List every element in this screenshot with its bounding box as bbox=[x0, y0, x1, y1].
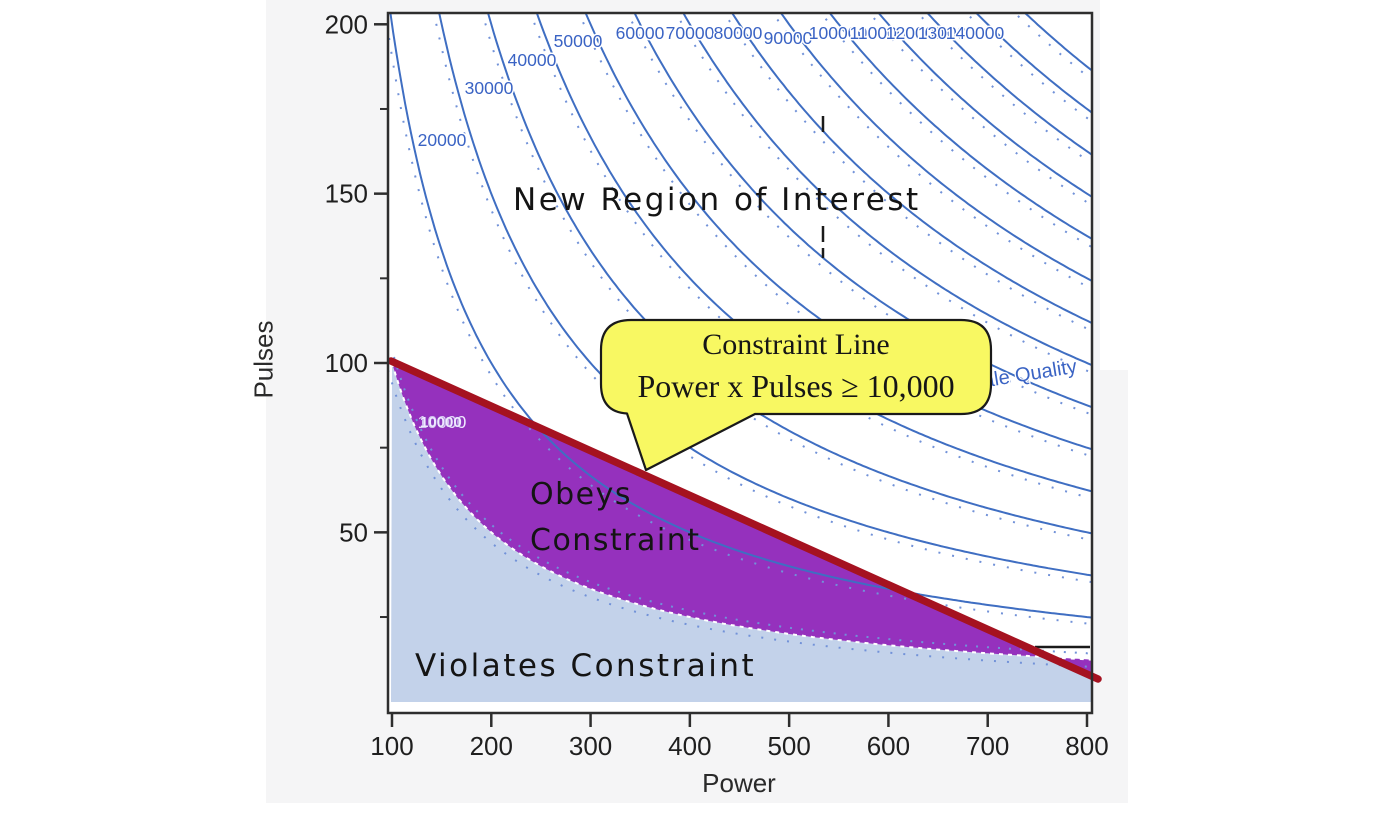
slide-panel-right-extension bbox=[1100, 370, 1128, 803]
contour-label-60000: 60000 bbox=[616, 23, 665, 43]
contour-line-40000 bbox=[486, 13, 1092, 535]
contour-line-ticks-20000 bbox=[388, 23, 1092, 625]
contour-label-100000: 100000 bbox=[809, 23, 868, 43]
obeys-constraint-label: Obeys Constraint bbox=[530, 472, 701, 564]
contour-label-90000: 90000 bbox=[764, 28, 813, 48]
violates-constraint-label: Violates Constraint bbox=[415, 648, 757, 684]
y-tick-label-100: 100 bbox=[325, 348, 368, 378]
callout-title: Constraint Line bbox=[702, 328, 890, 361]
y-axis-title: Pulses bbox=[248, 320, 279, 399]
contour-line-90000 bbox=[730, 13, 1092, 325]
contour-line-140000 bbox=[974, 13, 1092, 114]
y-tick-label-150: 150 bbox=[325, 179, 368, 209]
region-of-interest-label: New Region of Interest bbox=[513, 182, 921, 218]
callout-bubble bbox=[599, 318, 993, 472]
contour-label-110000: 110000 bbox=[849, 23, 906, 43]
region-violates-constraint bbox=[391, 363, 1092, 702]
boundary-contour-value-label: 10000 bbox=[420, 414, 462, 431]
contour-line-30000 bbox=[438, 13, 1092, 577]
x-tick-label-400: 400 bbox=[668, 731, 711, 761]
x-tick-label-200: 200 bbox=[470, 731, 513, 761]
obeys-constraint-line2: Constraint bbox=[530, 523, 701, 558]
contour-line-130000 bbox=[926, 13, 1092, 157]
boundary-contour-ticks-lower bbox=[388, 369, 1092, 668]
contour-label-40000: 40000 bbox=[508, 50, 557, 70]
contour-label-140000: 140000 bbox=[946, 23, 1005, 43]
contour-label-20000: 20000 bbox=[418, 130, 467, 150]
contour-label-30000: 30000 bbox=[465, 78, 514, 98]
contour-line-150000 bbox=[1023, 13, 1092, 72]
contour-label-80000: 80000 bbox=[714, 23, 763, 43]
x-tick-label-800: 800 bbox=[1065, 731, 1108, 761]
contour-line-110000 bbox=[828, 13, 1092, 240]
x-tick-label-100: 100 bbox=[370, 731, 413, 761]
y-tick-label-50: 50 bbox=[339, 517, 368, 547]
contour-label-130000: 130000 bbox=[918, 23, 977, 43]
contour-line-70000 bbox=[633, 13, 1092, 409]
contour-label-50000: 50000 bbox=[554, 31, 603, 51]
contour-line-100000 bbox=[779, 13, 1092, 283]
x-tick-label-300: 300 bbox=[569, 731, 612, 761]
x-tick-label-600: 600 bbox=[867, 731, 910, 761]
x-tick-label-700: 700 bbox=[966, 731, 1009, 761]
contour-line-120000 bbox=[877, 13, 1092, 199]
x-tick-label-500: 500 bbox=[767, 731, 810, 761]
contour-line-ticks-50000 bbox=[529, 13, 1092, 500]
contour-line-ticks-110000 bbox=[819, 13, 1092, 249]
constraint-line bbox=[387, 357, 1102, 683]
obeys-constraint-line1: Obeys bbox=[530, 477, 632, 512]
contour-line-80000 bbox=[682, 13, 1092, 367]
y-tick-label-200: 200 bbox=[325, 9, 368, 39]
contour-line-20000 bbox=[389, 13, 1092, 619]
contour-label-70000: 70000 bbox=[666, 23, 715, 43]
contour-line-ticks-140000 bbox=[964, 13, 1092, 123]
contour-label-10000: 10000 bbox=[418, 412, 467, 432]
contour-label-120000: 120000 bbox=[886, 23, 945, 43]
callout-rule: Power x Pulses ≥ 10,000 bbox=[637, 368, 955, 404]
x-axis-title: Power bbox=[702, 768, 776, 798]
